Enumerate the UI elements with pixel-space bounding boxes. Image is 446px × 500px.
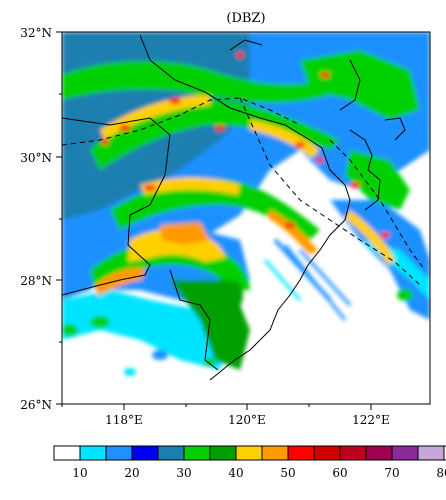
- colorbar-swatch: [79, 445, 107, 461]
- colorbar-swatch: [391, 445, 419, 461]
- colorbar-swatch: [235, 445, 263, 461]
- colorbar-swatch: [105, 445, 133, 461]
- x-tick-label: 118°E: [105, 413, 143, 427]
- colorbar-tick-label: 80: [436, 466, 446, 480]
- map-title: (DBZ): [226, 11, 265, 26]
- colorbar-swatch: [53, 445, 81, 461]
- x-axis: 118°E 120°E 122°E: [61, 404, 390, 427]
- y-tick-label: 32°N: [20, 26, 52, 40]
- y-tick-label: 30°N: [20, 151, 52, 165]
- colorbar-tick-label: 50: [280, 466, 295, 480]
- y-tick-label: 26°N: [20, 398, 52, 412]
- colorbar-swatch: [443, 445, 446, 461]
- y-tick-label: 28°N: [20, 274, 52, 288]
- coastline: [62, 34, 406, 381]
- x-tick-label: 120°E: [228, 413, 266, 427]
- reflectivity-field: [62, 32, 430, 404]
- colorbar-swatch: [209, 445, 237, 461]
- colorbar-swatch: [339, 445, 367, 461]
- y-axis: 32°N 30°N 28°N 26°N: [20, 26, 62, 412]
- colorbar-swatch: [313, 445, 341, 461]
- x-tick-label: 122°E: [352, 413, 390, 427]
- colorbar-swatch: [365, 445, 393, 461]
- colorbar-tick-label: 20: [124, 466, 139, 480]
- colorbar-swatch: [183, 445, 211, 461]
- colorbar-tick-label: 70: [384, 466, 399, 480]
- colorbar-tick-label: 30: [176, 466, 191, 480]
- map-frame: [61, 31, 431, 405]
- colorbar-swatch: [157, 445, 185, 461]
- colorbar-labels: 10 20 30 40 50 60 70 80: [72, 466, 446, 480]
- colorbar-tick-label: 40: [228, 466, 243, 480]
- province-boundary: [62, 97, 426, 286]
- colorbar-tick-label: 60: [332, 466, 347, 480]
- colorbar-swatch: [287, 445, 315, 461]
- colorbar-tick-label: 10: [72, 466, 87, 480]
- colorbar-swatch: [417, 445, 445, 461]
- colorbar: [53, 445, 446, 461]
- colorbar-swatch: [261, 445, 289, 461]
- colorbar-swatch: [131, 445, 159, 461]
